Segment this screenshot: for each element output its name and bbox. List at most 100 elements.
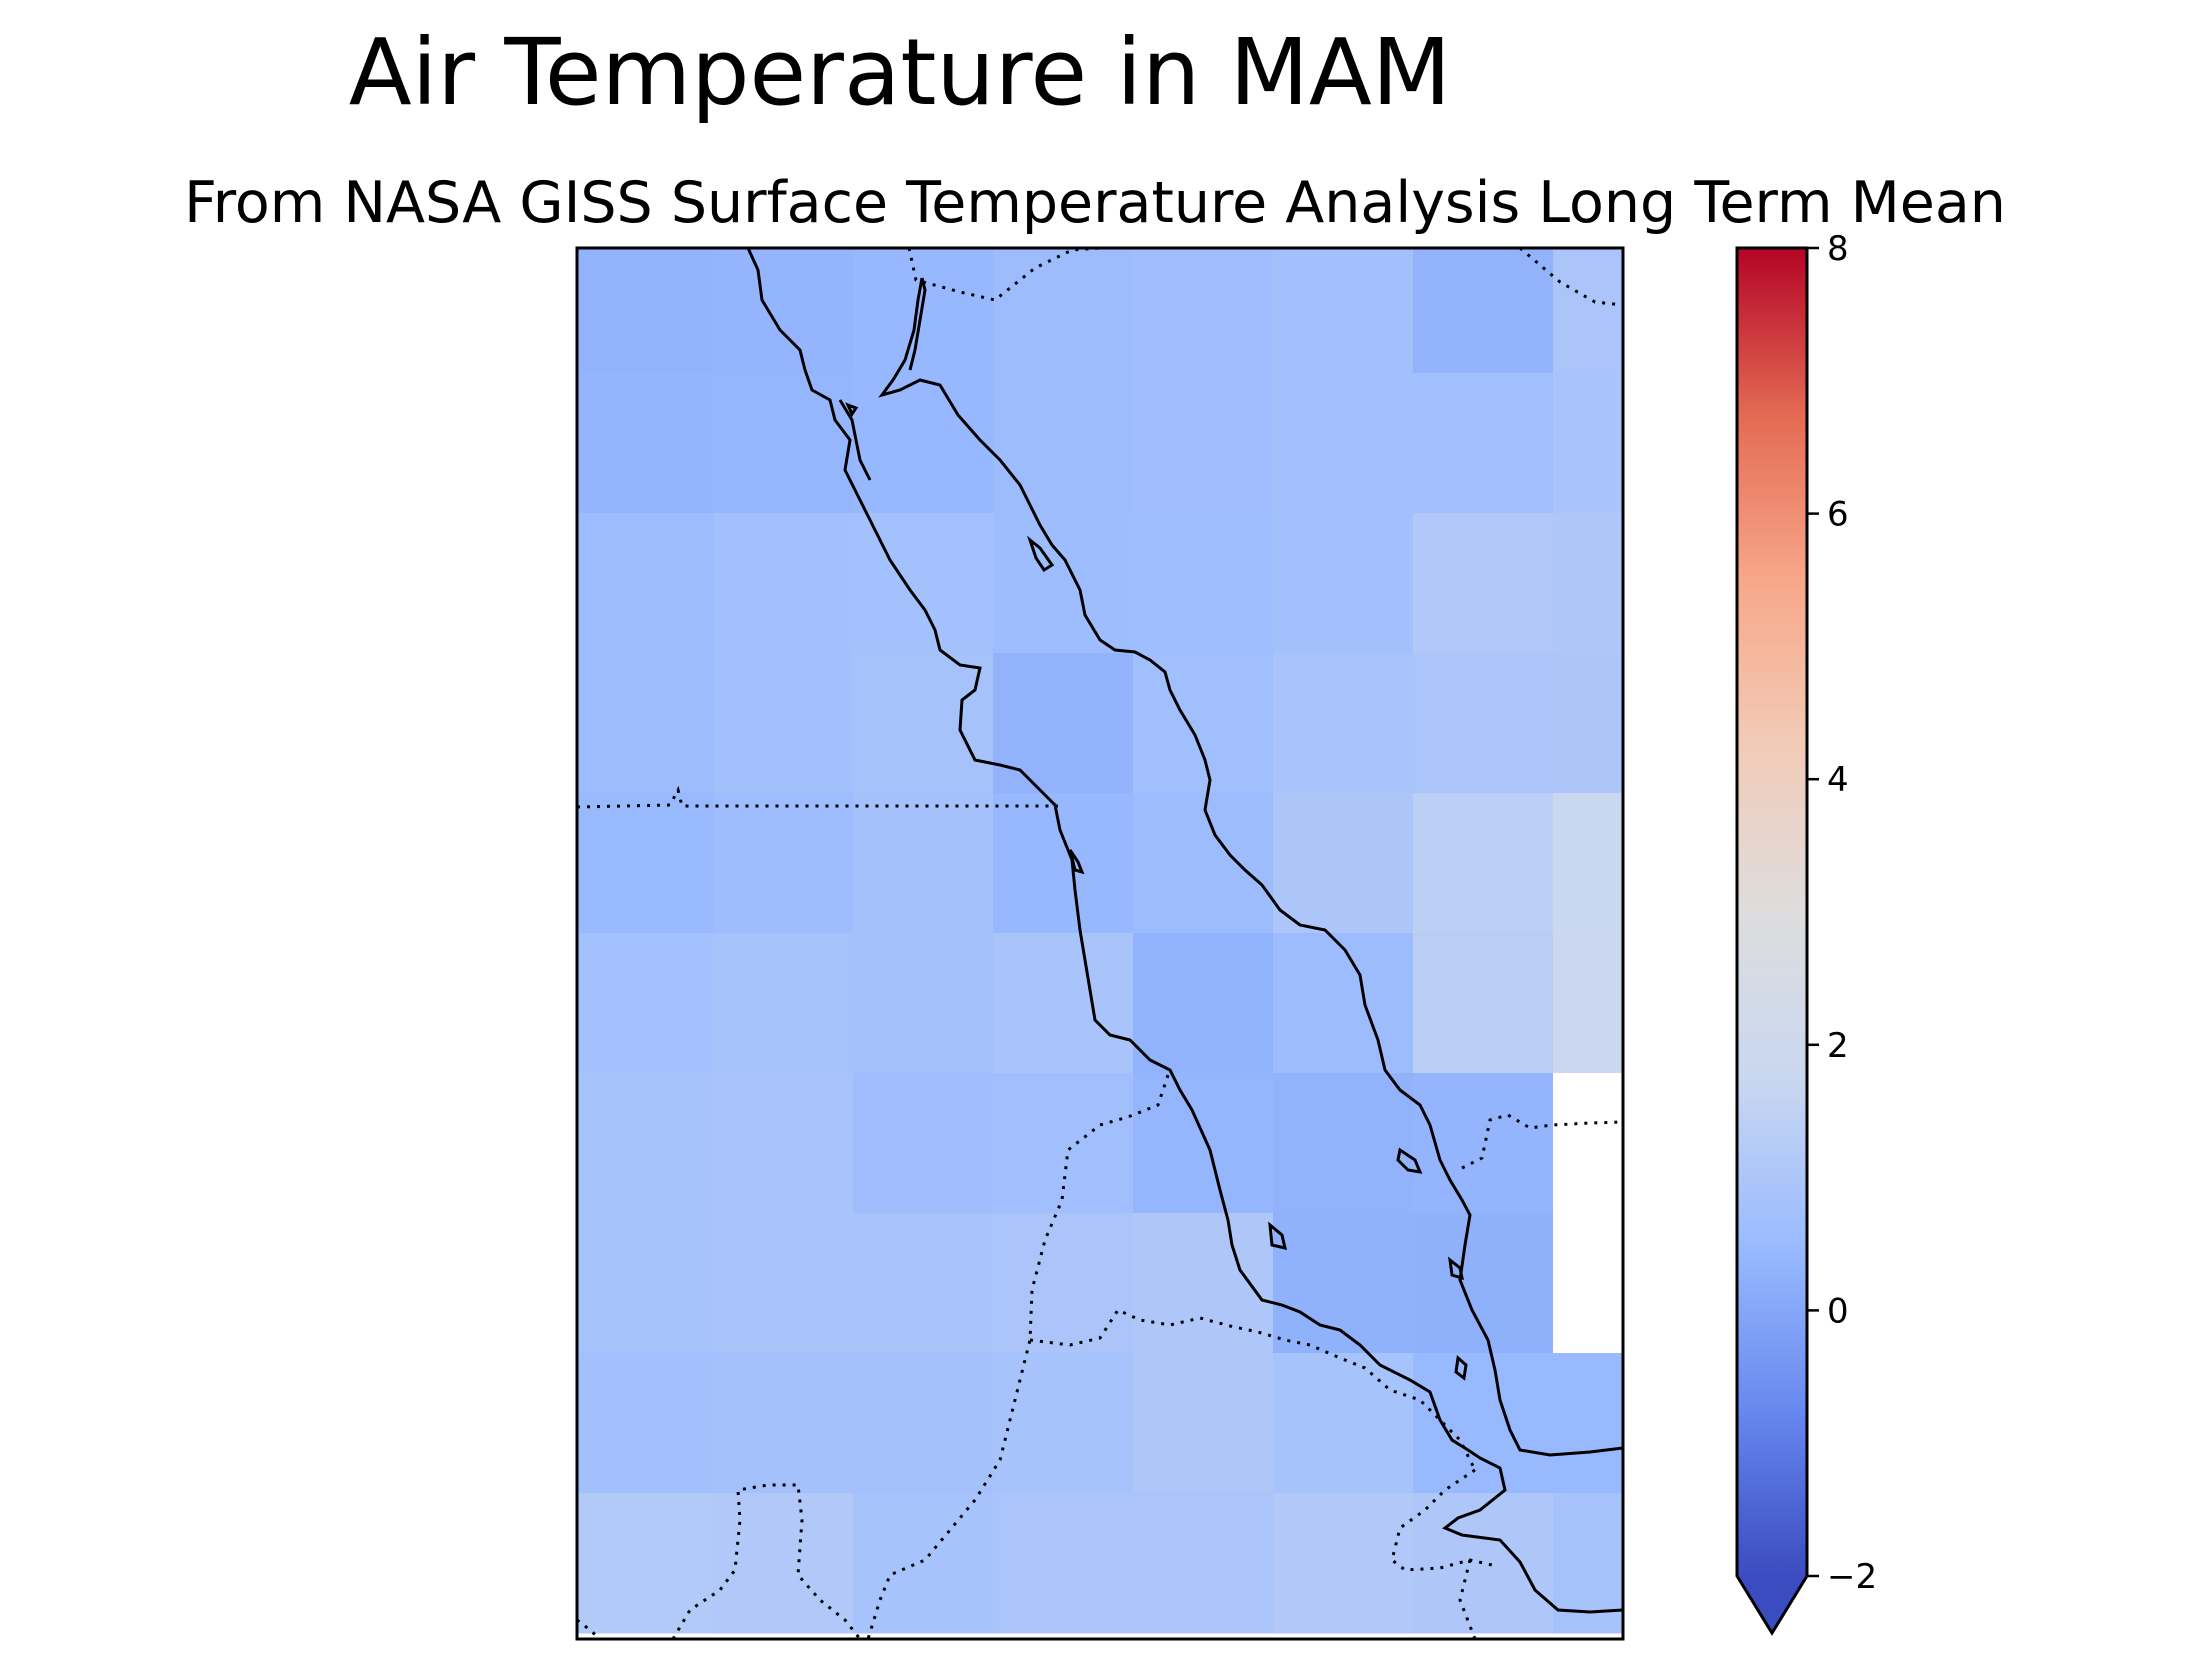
chart-subtitle: From NASA GISS Surface Temperature Analy…: [184, 170, 2006, 236]
grid-cell: [713, 1073, 854, 1214]
grid-cell: [1413, 513, 1554, 654]
grid-cell: [1133, 1493, 1274, 1634]
grid-cell: [577, 513, 714, 654]
grid-cell: [1413, 373, 1554, 514]
grid-cell: [993, 1493, 1134, 1634]
colorbar-extend-arrow: [1737, 1576, 1807, 1633]
country-border-ethiopia-eritrea: [1029, 1308, 1477, 1471]
chart-title: Air Temperature in MAM: [348, 19, 1452, 126]
country-border-ethiopia-djibouti: [1390, 1468, 1493, 1572]
colorbar-tick-label: 4: [1827, 760, 1849, 800]
grid-cell: [1273, 1073, 1414, 1214]
grid-cell: [577, 1073, 714, 1214]
coastline-africa: [746, 248, 1623, 1614]
grid-cell: [1553, 248, 1624, 374]
colorbar-tick-label: 8: [1827, 229, 1849, 269]
country-border-saudi-yemen: [1461, 1113, 1623, 1170]
country-border-egypt-sudan: [577, 785, 1058, 809]
grid-cell: [577, 933, 714, 1074]
grid-cell: [713, 248, 854, 374]
colorbar-gradient: [1737, 248, 1807, 1576]
coastline-arabia: [878, 277, 1623, 1457]
coastline-sinai-tip: [838, 399, 872, 481]
grid-cell: [1273, 793, 1414, 934]
grid-cell: [853, 793, 994, 934]
grid-cell: [993, 653, 1134, 794]
grid-cell: [853, 513, 994, 654]
grid-cell: [853, 1493, 994, 1634]
colorbar-tick-label: 0: [1827, 1291, 1849, 1331]
grid-cell: [1553, 653, 1624, 794]
grid-cell: [1133, 653, 1274, 794]
grid-cell: [577, 653, 714, 794]
grid-cell: [853, 1353, 994, 1494]
grid-cell: [1273, 248, 1414, 374]
country-border-sinai: [907, 248, 1101, 302]
grid-cell: [577, 1493, 714, 1634]
grid-cell: [1133, 933, 1274, 1074]
grid-cell: [1273, 933, 1414, 1074]
grid-cell: [713, 513, 854, 654]
grid-cell: [1413, 933, 1554, 1074]
grid-cell: [713, 933, 854, 1074]
grid-cell: [713, 793, 854, 934]
grid-cell: [853, 933, 994, 1074]
grid-cell: [1133, 793, 1274, 934]
grid-cell: [1273, 653, 1414, 794]
grid-cell: [577, 1213, 714, 1354]
map-frame: [575, 246, 1625, 1641]
grid-cell: [577, 793, 714, 934]
grid-cell: [993, 248, 1134, 374]
grid-cell: [713, 1213, 854, 1354]
grid-cell: [853, 1213, 994, 1354]
grid-cell: [577, 248, 714, 374]
colorbar-tick-label: −2: [1827, 1557, 1877, 1597]
grid-cell: [853, 248, 994, 374]
grid-cell: [1553, 1353, 1624, 1494]
grid-cell: [1273, 1213, 1414, 1354]
grid-cell: [993, 1073, 1134, 1214]
islands: [845, 402, 1468, 1381]
country-border-sudan-eritrea: [866, 1074, 1170, 1639]
grid-cell: [1133, 1353, 1274, 1494]
grid-cell: [853, 373, 994, 514]
grid-cell: [1133, 513, 1274, 654]
grid-cell: [993, 513, 1134, 654]
grid-cell: [1133, 1213, 1274, 1354]
grid-cell: [993, 373, 1134, 514]
grid-cell: [1413, 653, 1554, 794]
country-border-somalia: [1458, 1559, 1477, 1639]
grid-cell: [853, 653, 994, 794]
grid-cell: [993, 1353, 1134, 1494]
grid-cell-missing: [1553, 1073, 1624, 1214]
grid-cell: [1273, 373, 1414, 514]
colorbar-outline: [1735, 246, 1809, 1636]
grid-cell-missing: [1553, 1213, 1624, 1354]
grid-cell: [1553, 933, 1624, 1074]
grid-cell: [713, 653, 854, 794]
grid-cell: [1413, 793, 1554, 934]
grid-cell: [577, 373, 714, 514]
grid-cell: [1133, 1073, 1274, 1214]
colorbar-tick-label: 2: [1827, 1026, 1849, 1066]
grid-cell: [1133, 248, 1274, 374]
grid-cell: [1273, 513, 1414, 654]
grid-cell: [1133, 373, 1274, 514]
grid-cell: [1413, 1493, 1554, 1634]
country-border-saudi-jordan: [1519, 248, 1623, 307]
grid-cell: [993, 933, 1134, 1074]
coastline-gulf-of-aqaba: [908, 277, 927, 371]
temperature-grid: [577, 248, 1624, 1634]
grid-cell: [1553, 373, 1624, 514]
map-panel: [575, 246, 1625, 1641]
grid-cell: [577, 1353, 714, 1494]
grid-cell: [1273, 1493, 1414, 1634]
grid-cell: [1553, 793, 1624, 934]
grid-cell: [993, 793, 1134, 934]
grid-cell: [1273, 1353, 1414, 1494]
grid-cell: [713, 1493, 854, 1634]
grid-cell: [1413, 248, 1554, 374]
grid-cell: [993, 1213, 1134, 1354]
grid-cell: [713, 373, 854, 514]
